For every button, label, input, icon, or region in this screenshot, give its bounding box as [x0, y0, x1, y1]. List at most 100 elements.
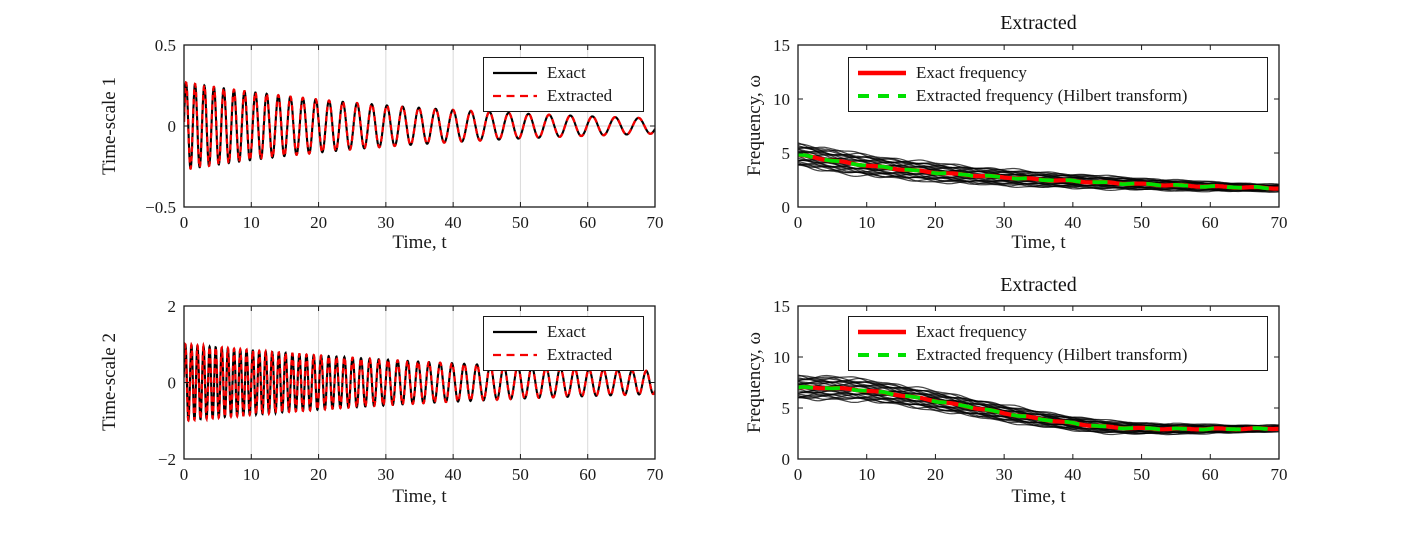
tick-labels: 0 10 20 30 40 50 60 70 0 5 10 15 — [773, 297, 1288, 484]
axis-ticks — [797, 305, 1280, 460]
x-tick-label: 50 — [1133, 213, 1150, 232]
x-tick-label: 0 — [180, 465, 189, 484]
legend-line-sample — [493, 71, 537, 75]
legend-entry: Extracted — [492, 86, 635, 106]
y-tick-label: 0 — [168, 117, 177, 136]
x-tick-label: 70 — [1271, 213, 1288, 232]
axes-box — [797, 44, 1280, 208]
legend-line-sample — [858, 70, 906, 76]
y-tick-label: 2 — [168, 297, 177, 316]
x-tick-label: 20 — [310, 465, 327, 484]
x-tick-label: 60 — [579, 465, 596, 484]
x-tick-label: 60 — [579, 213, 596, 232]
y-axis-label-frequency-bottom: Frequency, ω — [744, 332, 765, 433]
plot-area — [184, 341, 655, 423]
legend-entry: Extracted frequency (Hilbert transform) — [857, 345, 1259, 365]
legend-entry: Exact — [492, 63, 635, 83]
axis-ticks — [183, 44, 656, 208]
tick-labels: 0 10 20 30 40 50 60 70 0 5 10 15 — [773, 36, 1288, 232]
x-tick-label: 10 — [858, 465, 875, 484]
y-tick-label: 0 — [782, 450, 791, 469]
legend-label: Extracted — [547, 86, 613, 105]
y-axis-label-frequency-top: Frequency, ω — [744, 75, 765, 177]
legend-bottom-right-plot: Exact frequency Extracted frequency (Hilb… — [848, 316, 1268, 371]
legend-label: Exact — [547, 322, 586, 341]
x-tick-label: 10 — [858, 213, 875, 232]
y-tick-label: 0 — [782, 198, 791, 217]
x-axis-label-bottom-left: Time, t — [392, 486, 447, 507]
legend-label: Exact frequency — [916, 322, 1027, 341]
x-tick-label: 0 — [794, 213, 803, 232]
axis-ticks — [797, 44, 1280, 208]
axis-ticks — [183, 305, 656, 460]
x-tick-label: 70 — [647, 213, 664, 232]
x-tick-label: 0 — [794, 465, 803, 484]
y-axis-label-timescale-1: Time-scale 1 — [99, 77, 120, 175]
x-tick-label: 50 — [512, 213, 529, 232]
legend-entry: Exact frequency — [857, 322, 1259, 342]
x-tick-label: 70 — [1271, 465, 1288, 484]
plot-area — [184, 80, 655, 170]
plot-area — [798, 374, 1279, 436]
x-tick-label: 70 — [647, 465, 664, 484]
plot-title-top-right: Extracted — [1000, 12, 1077, 34]
legend-line-sample — [493, 330, 537, 334]
x-tick-label: 50 — [1133, 465, 1150, 484]
plot-area — [798, 142, 1279, 193]
y-tick-label: −0.5 — [145, 198, 176, 217]
y-axis-label-timescale-2: Time-scale 2 — [99, 333, 120, 432]
legend-line-sample — [493, 94, 537, 98]
x-tick-label: 60 — [1202, 465, 1219, 484]
x-tick-label: 40 — [445, 213, 462, 232]
legend-label: Exact — [547, 63, 586, 82]
tick-labels: 0 10 20 30 40 50 60 700.50−0.5 — [145, 36, 663, 232]
x-tick-label: 20 — [310, 213, 327, 232]
extracted-frequency-curve — [798, 152, 1279, 191]
x-tick-label: 0 — [180, 213, 189, 232]
x-tick-label: 40 — [1064, 465, 1081, 484]
legend-top-left-plot: Exact Extracted — [483, 57, 644, 112]
axes-box — [797, 305, 1280, 460]
legend-entry: Extracted — [492, 345, 635, 365]
x-tick-label: 20 — [927, 213, 944, 232]
legend-entry: Exact frequency — [857, 63, 1259, 83]
x-axis-label-top-left: Time, t — [392, 232, 447, 253]
x-tick-label: 50 — [512, 465, 529, 484]
extracted-frequency-curve — [798, 384, 1279, 432]
x-tick-label: 30 — [377, 213, 394, 232]
legend-label: Extracted frequency (Hilbert transform) — [916, 86, 1188, 105]
x-axis-label-bottom-right: Time, t — [1011, 486, 1066, 507]
y-tick-label: 10 — [773, 90, 790, 109]
x-tick-label: 10 — [243, 213, 260, 232]
y-tick-label: 5 — [782, 144, 791, 163]
legend-label: Extracted frequency (Hilbert transform) — [916, 345, 1188, 364]
x-tick-label: 40 — [1064, 213, 1081, 232]
extracted-signal-curve — [184, 80, 655, 170]
x-tick-label: 30 — [377, 465, 394, 484]
legend-label: Extracted — [547, 345, 613, 364]
y-tick-label: 15 — [773, 297, 790, 316]
legend-entry: Extracted frequency (Hilbert transform) — [857, 86, 1259, 106]
y-tick-label: 0.5 — [155, 36, 176, 55]
legend-bottom-left-plot: Exact Extracted — [483, 316, 644, 371]
legend-entry: Exact — [492, 322, 635, 342]
x-tick-label: 30 — [996, 213, 1013, 232]
extracted-signal-curve — [184, 341, 655, 423]
x-tick-label: 20 — [927, 465, 944, 484]
legend-line-sample — [493, 353, 537, 357]
y-tick-label: −2 — [158, 450, 176, 469]
x-tick-label: 30 — [996, 465, 1013, 484]
plot-title-bottom-right: Extracted — [1000, 274, 1077, 296]
y-tick-label: 0 — [168, 374, 177, 393]
x-axis-label-top-right: Time, t — [1011, 232, 1066, 253]
legend-label: Exact frequency — [916, 63, 1027, 82]
x-tick-label: 60 — [1202, 213, 1219, 232]
y-tick-label: 10 — [773, 348, 790, 367]
legend-line-sample — [858, 329, 906, 335]
legend-line-sample — [858, 353, 906, 357]
legend-top-right-plot: Exact frequency Extracted frequency (Hilb… — [848, 57, 1268, 112]
x-tick-label: 40 — [445, 465, 462, 484]
legend-line-sample — [858, 94, 906, 98]
